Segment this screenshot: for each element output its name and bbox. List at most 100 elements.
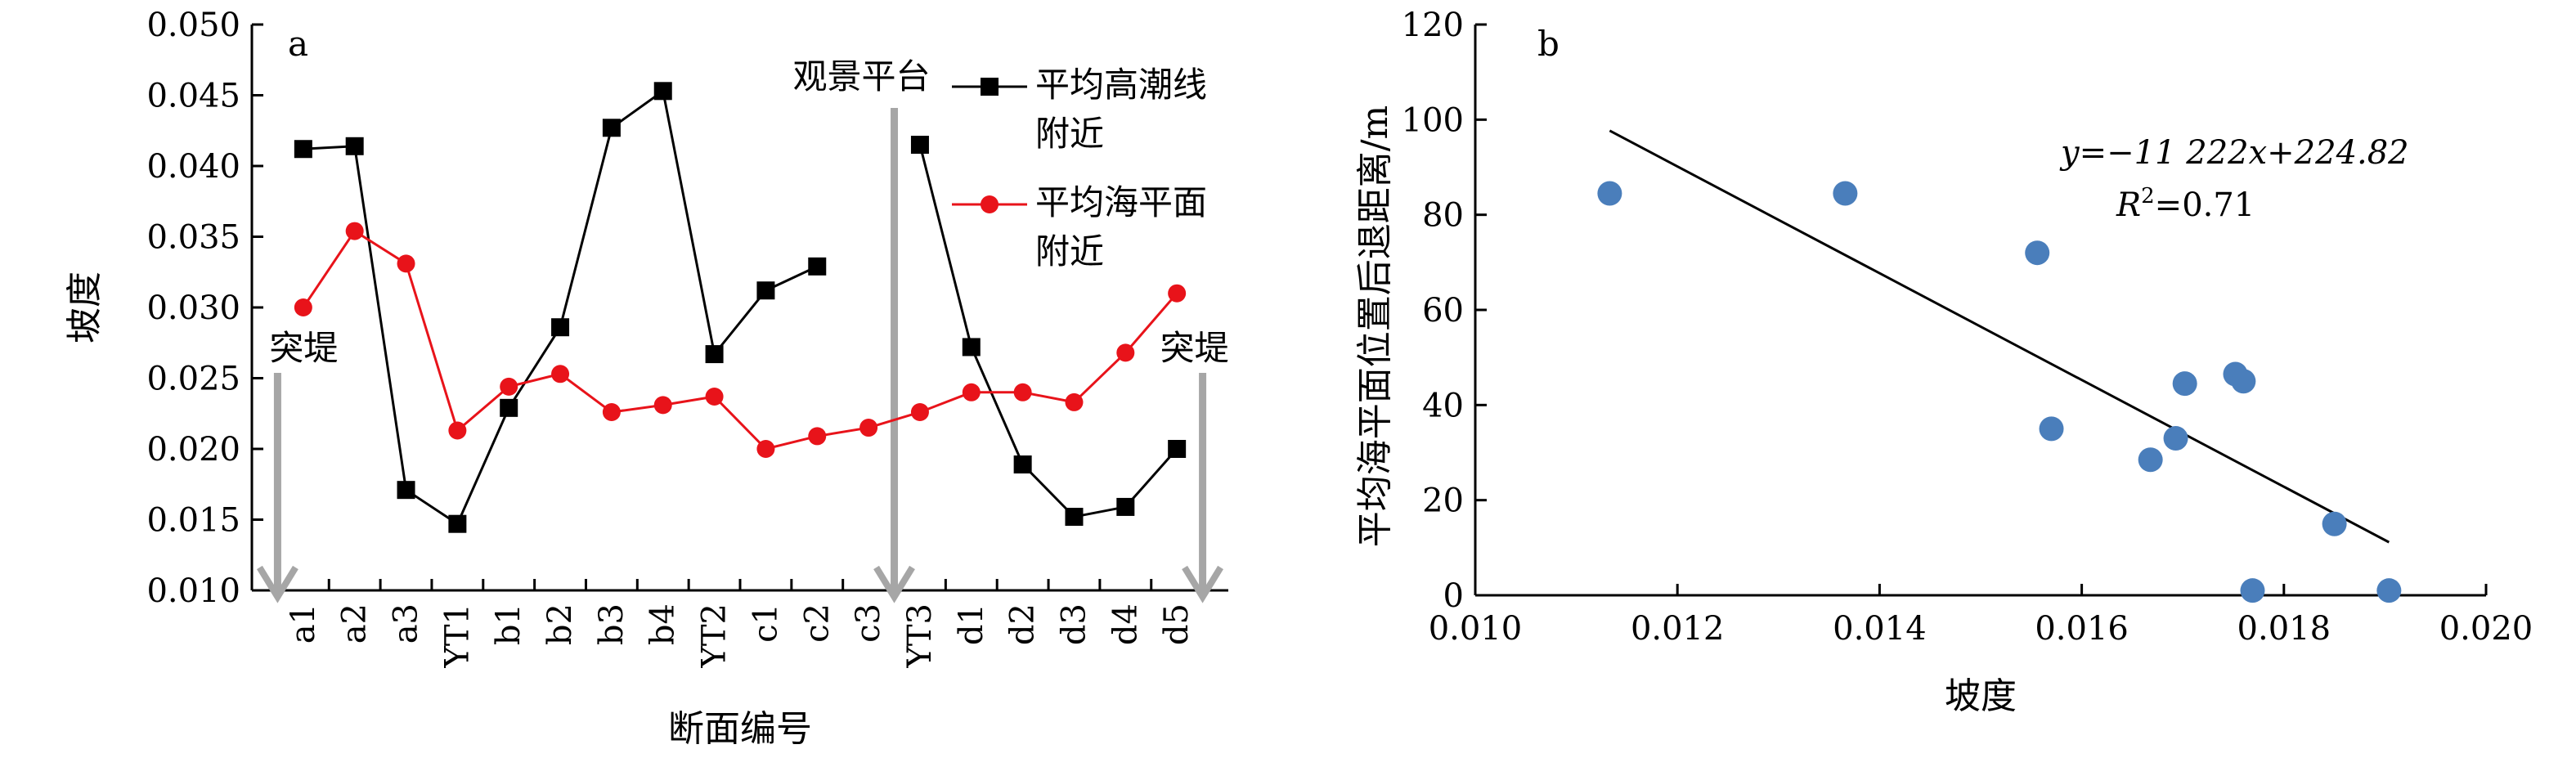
y-tick-label: 0.025: [146, 361, 240, 398]
x-tick-label: a1: [285, 603, 322, 644]
x-tick-label: YT3: [901, 603, 939, 669]
y-tick-label: 0.010: [146, 572, 240, 610]
x-tick-label: c2: [798, 603, 836, 643]
legend-marker-1: [981, 195, 999, 213]
x-tick-label-b: 0.014: [1833, 610, 1927, 648]
panel-b: 0 20 40 60 80 100 120 0.010 0.012 0.014 0.016 0.018…: [1354, 7, 2533, 717]
series-0-point: [551, 318, 570, 337]
series-1-point: [397, 254, 415, 273]
y-tick-label-b: 80: [1422, 197, 1464, 235]
x-tick-label: a2: [336, 603, 374, 644]
scatter-point: [1597, 181, 1622, 206]
x-tick-label-b: 0.012: [1631, 610, 1725, 648]
series-1-point: [551, 365, 570, 383]
y-tick-label: 0.030: [146, 289, 240, 327]
x-tick-label: c1: [747, 603, 784, 643]
y-tick-label-b: 100: [1402, 101, 1464, 139]
panel-letter-a: a: [288, 24, 308, 64]
series-0-point: [653, 82, 672, 101]
legend-label-1-line2: 附近: [1035, 231, 1104, 271]
annotation-jetty-left: 突堤: [269, 328, 338, 368]
series-0-point: [1013, 455, 1032, 474]
r-squared: R2=0.71: [2116, 184, 2255, 224]
x-tick-label: b1: [490, 603, 527, 645]
series-0-point: [294, 140, 312, 159]
series-0-point: [910, 136, 929, 155]
series-1-point: [1013, 383, 1032, 401]
x-tick-label: d2: [1004, 603, 1042, 645]
arrow-jetty-left-head: [257, 565, 298, 603]
series-1: [294, 222, 1187, 458]
series-1-point: [500, 377, 518, 396]
series-1-point: [602, 403, 621, 422]
series-0: [294, 82, 1187, 533]
y-tick-label-b: 40: [1422, 387, 1464, 424]
y-tick-label: 0.050: [146, 7, 240, 44]
y-tick-label: 0.020: [146, 431, 240, 469]
series-0-line: [918, 144, 1178, 518]
scatter-point: [2240, 578, 2265, 603]
scatter-point: [2172, 371, 2197, 397]
panel-letter-b: b: [1537, 24, 1560, 64]
series-0-point: [500, 398, 518, 417]
panel-a: 0.010 0.015 0.020 0.025 0.030 0.035 0.040 0.045…: [64, 7, 1229, 750]
y-tick-label-b: 0: [1443, 577, 1464, 615]
legend-label-0-line1: 平均高潮线: [1035, 65, 1207, 105]
series-1-point: [808, 427, 827, 446]
series-1-point: [653, 396, 672, 415]
x-tick-label-b: 0.016: [2035, 610, 2129, 648]
annotation-platform: 观景平台: [793, 56, 931, 96]
series-1-point: [1168, 284, 1187, 303]
series-0-point: [705, 345, 724, 364]
series-1-point: [345, 222, 364, 240]
series-1-point: [859, 419, 878, 437]
x-tick-label: YT2: [696, 603, 734, 669]
series-0-line: [303, 88, 818, 526]
x-tick-label-b: 0.010: [1429, 610, 1523, 648]
legend-label-1-line1: 平均海平面: [1035, 182, 1207, 222]
y-tick-label-b: 60: [1422, 292, 1464, 330]
series-1-point: [910, 403, 929, 422]
y-tick-label-b: 120: [1402, 7, 1464, 44]
y-tick-label-b: 20: [1422, 482, 1464, 520]
series-1-point: [1116, 343, 1135, 362]
scatter-point: [2025, 240, 2050, 266]
arrow-jetty-right-head: [1182, 565, 1223, 603]
x-tick-label-b: 0.018: [2237, 610, 2331, 648]
x-axis-title-b: 坡度: [1945, 675, 2017, 717]
series-0-point: [345, 137, 364, 155]
scatter-point: [2322, 511, 2347, 536]
x-tick-label: YT1: [438, 603, 476, 669]
series-1-point: [705, 387, 724, 406]
legend-label-0-line2: 附近: [1035, 114, 1104, 154]
annotation-jetty-right: 突堤: [1160, 328, 1229, 368]
y-tick-label: 0.035: [146, 219, 240, 257]
scatter-point: [2138, 447, 2163, 473]
x-tick-label: d3: [1055, 603, 1093, 645]
regression-equation: y=−11 222x+224.82: [2059, 134, 2409, 172]
x-tick-label: a3: [388, 603, 425, 644]
scatter-point: [2163, 426, 2188, 451]
scatter-point: [2231, 369, 2256, 394]
y-tick-label: 0.015: [146, 502, 240, 540]
x-tick-label: d4: [1106, 603, 1144, 645]
x-tick-label: d1: [953, 603, 990, 645]
series-1-point: [1065, 392, 1084, 411]
series-0-point: [756, 281, 775, 300]
scatter-point: [2039, 416, 2064, 442]
series-0-point: [1168, 440, 1187, 458]
series-0-point: [602, 119, 621, 137]
series-1-point: [962, 383, 981, 401]
y-tick-label: 0.040: [146, 148, 240, 186]
legend-marker-0: [981, 78, 999, 96]
y-tick-label: 0.045: [146, 78, 240, 115]
x-tick-label: b3: [593, 603, 631, 645]
x-tick-label-b: 0.020: [2439, 610, 2533, 648]
series-1-point: [756, 440, 775, 458]
arrow-platform-head: [873, 565, 915, 603]
series-0-point: [808, 257, 827, 276]
series-1-point: [294, 298, 312, 316]
scatter-point: [2376, 578, 2402, 603]
